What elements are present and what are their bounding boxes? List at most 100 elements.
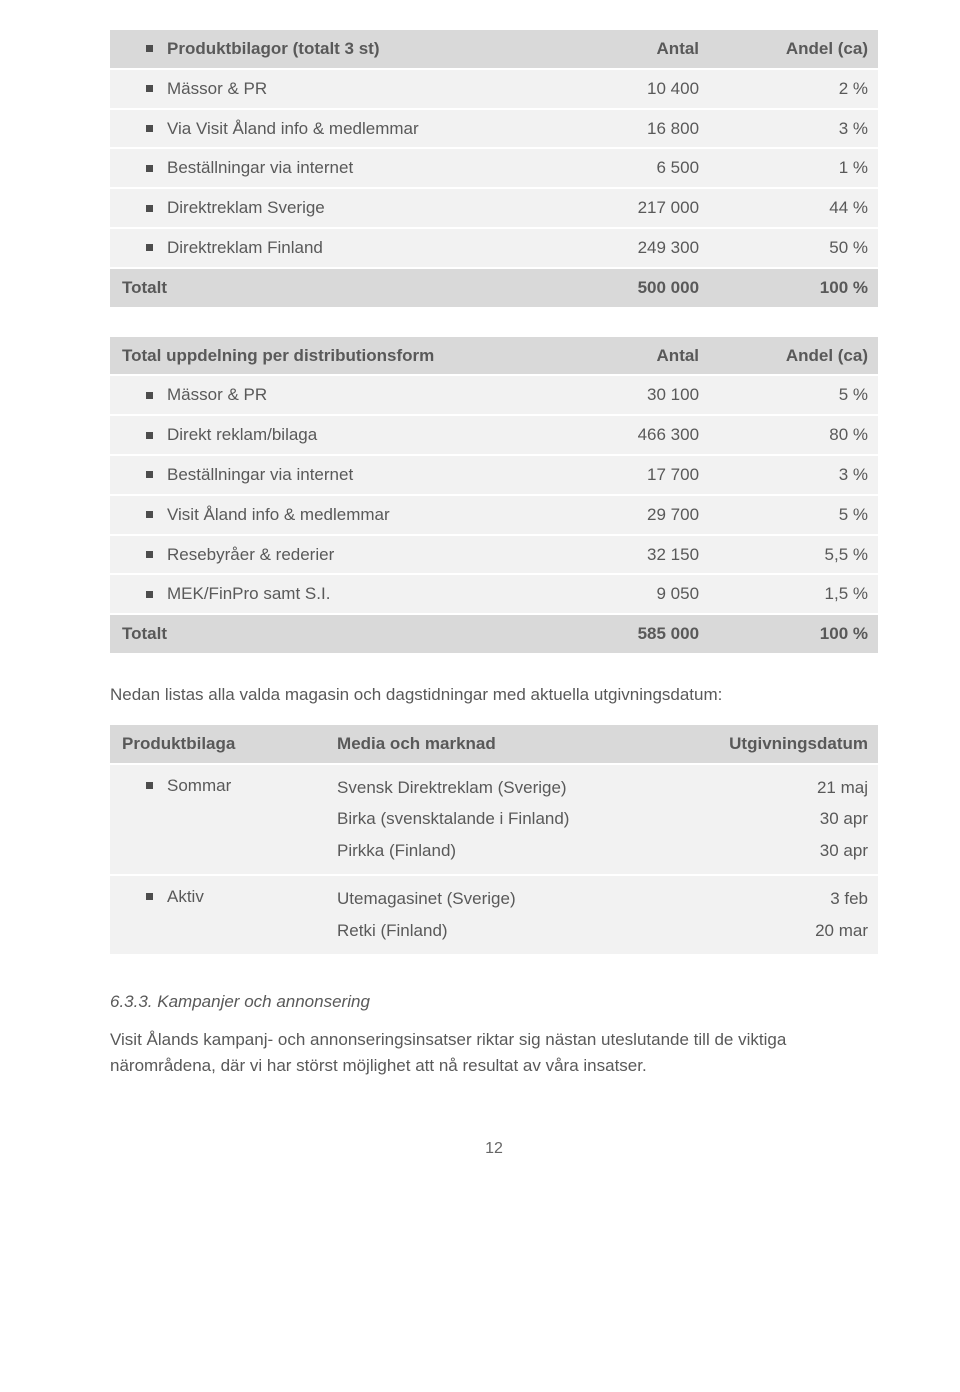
bullet-icon: [146, 205, 153, 212]
date-item: 3 feb: [706, 883, 868, 915]
media-item: Svensk Direktreklam (Sverige): [337, 772, 684, 804]
total-label: Totalt: [110, 268, 540, 308]
product-label: Aktiv: [167, 885, 204, 909]
row-value: 5,5 %: [709, 535, 878, 575]
bullet-icon: [146, 432, 153, 439]
row-value: 44 %: [709, 188, 878, 228]
date-item: 30 apr: [706, 835, 868, 867]
row-label: Mässor & PR: [167, 77, 267, 101]
date-item: 20 mar: [706, 915, 868, 947]
table-row: Mässor & PR 30 1005 %: [110, 375, 878, 415]
product-label: Sommar: [167, 774, 231, 798]
body-paragraph: Visit Ålands kampanj- och annonseringsin…: [110, 1027, 878, 1078]
table-row: Mässor & PR 10 4002 %: [110, 69, 878, 109]
bullet-icon: [146, 893, 153, 900]
total-v1: 585 000: [540, 614, 709, 654]
row-label: Resebyråer & rederier: [167, 543, 334, 567]
table-row: Aktiv Utemagasinet (Sverige)Retki (Finlan…: [110, 875, 878, 955]
row-value: 6 500: [540, 148, 709, 188]
media-item: Retki (Finland): [337, 915, 684, 947]
row-value: 16 800: [540, 109, 709, 149]
row-label: Direkt reklam/bilaga: [167, 423, 317, 447]
row-value: 5 %: [709, 495, 878, 535]
bullet-icon: [146, 125, 153, 132]
bullet-icon: [146, 471, 153, 478]
row-value: 5 %: [709, 375, 878, 415]
row-value: 80 %: [709, 415, 878, 455]
table-row: Direktreklam Finland 249 30050 %: [110, 228, 878, 268]
row-label: Visit Åland info & medlemmar: [167, 503, 390, 527]
bullet-icon: [146, 85, 153, 92]
header-media: Media och marknad: [325, 725, 694, 764]
row-label: MEK/FinPro samt S.I.: [167, 582, 330, 606]
row-label: Mässor & PR: [167, 383, 267, 407]
date-item: 21 maj: [706, 772, 868, 804]
table-row: Via Visit Åland info & medlemmar 16 8003 …: [110, 109, 878, 149]
bullet-icon: [146, 591, 153, 598]
media-item: Utemagasinet (Sverige): [337, 883, 684, 915]
table-header-row: Produktbilaga Media och marknad Utgivnin…: [110, 725, 878, 764]
row-value: 29 700: [540, 495, 709, 535]
row-value: 17 700: [540, 455, 709, 495]
row-value: 10 400: [540, 69, 709, 109]
row-label: Via Visit Åland info & medlemmar: [167, 117, 419, 141]
total-v1: 500 000: [540, 268, 709, 308]
table-row: Resebyråer & rederier 32 1505,5 %: [110, 535, 878, 575]
row-value: 466 300: [540, 415, 709, 455]
row-label: Direktreklam Sverige: [167, 196, 325, 220]
row-value: 1 %: [709, 148, 878, 188]
table-produktbilagor: Produktbilagor (totalt 3 st) Antal Andel…: [110, 30, 878, 309]
row-value: 2 %: [709, 69, 878, 109]
header-col1: Antal: [540, 337, 709, 376]
row-value: 1,5 %: [709, 574, 878, 614]
bullet-icon: [146, 165, 153, 172]
media-cell: Svensk Direktreklam (Sverige)Birka (sven…: [325, 764, 694, 875]
section-heading: 6.3.3. Kampanjer och annonsering: [110, 990, 878, 1014]
bullet-icon: [146, 782, 153, 789]
header-col1: Antal: [540, 30, 709, 69]
header-produktbilaga: Produktbilaga: [110, 725, 325, 764]
row-label: Beställningar via internet: [167, 156, 353, 180]
row-value: 32 150: [540, 535, 709, 575]
total-v2: 100 %: [709, 268, 878, 308]
table-row: Direkt reklam/bilaga 466 30080 %: [110, 415, 878, 455]
table-row: MEK/FinPro samt S.I. 9 0501,5 %: [110, 574, 878, 614]
row-value: 217 000: [540, 188, 709, 228]
header-utgivningsdatum: Utgivningsdatum: [694, 725, 878, 764]
intro-paragraph: Nedan listas alla valda magasin och dags…: [110, 683, 878, 707]
bullet-icon: [146, 244, 153, 251]
table-distributionsform: Total uppdelning per distributionsform A…: [110, 337, 878, 655]
header-col2: Andel (ca): [709, 30, 878, 69]
row-label: Direktreklam Finland: [167, 236, 323, 260]
row-value: 3 %: [709, 455, 878, 495]
bullet-icon: [146, 45, 153, 52]
table-header-row: Total uppdelning per distributionsform A…: [110, 337, 878, 376]
row-value: 30 100: [540, 375, 709, 415]
total-row: Totalt 585 000 100 %: [110, 614, 878, 654]
table-row: Beställningar via internet 17 7003 %: [110, 455, 878, 495]
bullet-icon: [146, 511, 153, 518]
header-label: Produktbilagor (totalt 3 st): [167, 37, 380, 61]
total-label: Totalt: [110, 614, 540, 654]
row-label: Beställningar via internet: [167, 463, 353, 487]
date-cell: 21 maj30 apr30 apr: [694, 764, 878, 875]
bullet-icon: [146, 551, 153, 558]
media-cell: Utemagasinet (Sverige)Retki (Finland): [325, 875, 694, 955]
header-label: Total uppdelning per distributionsform: [110, 337, 540, 376]
header-col2: Andel (ca): [709, 337, 878, 376]
row-value: 3 %: [709, 109, 878, 149]
table-row: Sommar Svensk Direktreklam (Sverige)Birka…: [110, 764, 878, 875]
table-produktbilaga-media: Produktbilaga Media och marknad Utgivnin…: [110, 725, 878, 956]
total-row: Totalt 500 000 100 %: [110, 268, 878, 308]
table-row: Beställningar via internet 6 5001 %: [110, 148, 878, 188]
date-item: 30 apr: [706, 803, 868, 835]
media-item: Birka (svensktalande i Finland): [337, 803, 684, 835]
page-number: 12: [110, 1138, 878, 1160]
table-header-row: Produktbilagor (totalt 3 st) Antal Andel…: [110, 30, 878, 69]
date-cell: 3 feb20 mar: [694, 875, 878, 955]
media-item: Pirkka (Finland): [337, 835, 684, 867]
row-value: 249 300: [540, 228, 709, 268]
bullet-icon: [146, 392, 153, 399]
row-value: 50 %: [709, 228, 878, 268]
row-value: 9 050: [540, 574, 709, 614]
